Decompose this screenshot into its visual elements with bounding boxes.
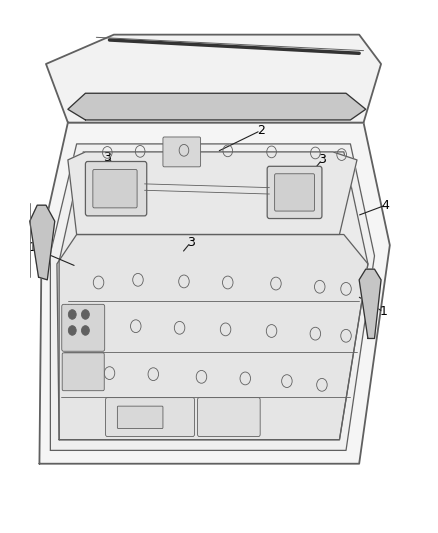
Polygon shape bbox=[30, 205, 55, 280]
Text: 3: 3 bbox=[187, 236, 194, 249]
Polygon shape bbox=[68, 152, 357, 235]
FancyBboxPatch shape bbox=[275, 174, 314, 211]
Circle shape bbox=[68, 326, 76, 335]
Polygon shape bbox=[59, 152, 368, 440]
Text: 2: 2 bbox=[257, 124, 265, 137]
Circle shape bbox=[81, 326, 89, 335]
Polygon shape bbox=[50, 144, 374, 450]
Circle shape bbox=[81, 310, 89, 319]
FancyBboxPatch shape bbox=[163, 137, 201, 167]
FancyBboxPatch shape bbox=[62, 353, 104, 391]
Polygon shape bbox=[359, 269, 381, 338]
FancyBboxPatch shape bbox=[267, 166, 322, 219]
FancyBboxPatch shape bbox=[93, 169, 137, 208]
FancyBboxPatch shape bbox=[198, 398, 260, 437]
FancyBboxPatch shape bbox=[62, 304, 105, 351]
Text: 1: 1 bbox=[379, 305, 387, 318]
Polygon shape bbox=[68, 93, 366, 120]
FancyBboxPatch shape bbox=[106, 398, 194, 437]
Circle shape bbox=[68, 310, 76, 319]
Text: 4: 4 bbox=[381, 199, 389, 212]
FancyBboxPatch shape bbox=[85, 161, 147, 216]
Text: 3: 3 bbox=[103, 151, 111, 164]
Text: 3: 3 bbox=[318, 154, 326, 166]
Polygon shape bbox=[39, 123, 390, 464]
Text: 1: 1 bbox=[29, 241, 37, 254]
FancyBboxPatch shape bbox=[117, 406, 163, 429]
Polygon shape bbox=[46, 35, 381, 123]
Polygon shape bbox=[57, 235, 368, 440]
